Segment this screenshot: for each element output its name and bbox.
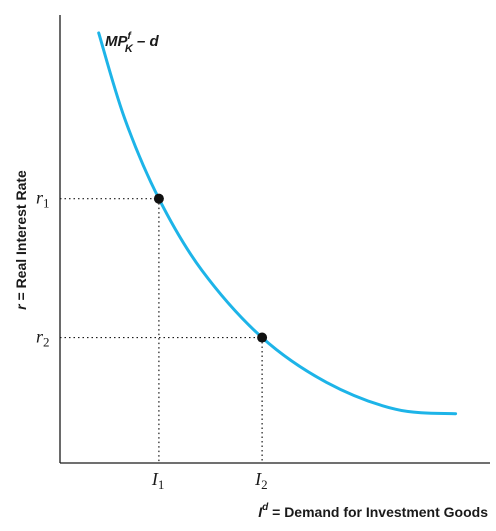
y-tick-label-1: r1	[36, 188, 50, 211]
x-tick-label-2: I2	[254, 469, 268, 492]
mpk-curve	[97, 31, 458, 416]
y-axis-label: r = Real Interest Rate	[13, 170, 29, 310]
curve-label: MPf K – d	[105, 31, 159, 55]
data-point-1	[153, 193, 164, 204]
x-tick-label-1: I1	[151, 469, 165, 492]
x-axis-label: Id = Demand for Investment Goods	[258, 502, 488, 520]
y-tick-label-2: r2	[36, 327, 50, 350]
data-point-2	[257, 332, 268, 343]
